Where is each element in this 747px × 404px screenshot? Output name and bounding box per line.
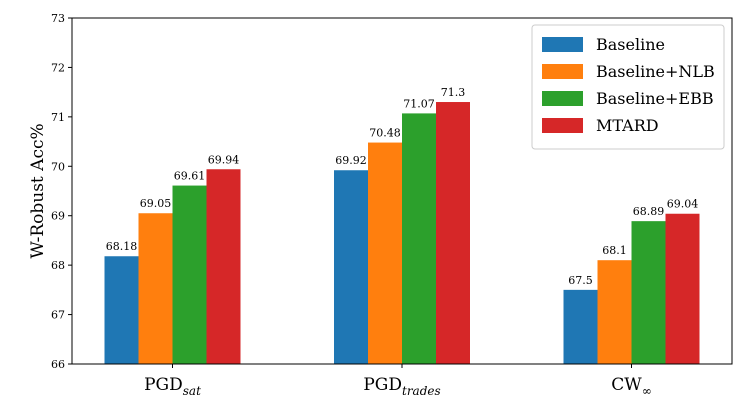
data-label: 68.89 [633,205,665,218]
y-tick-label: 72 [51,61,65,74]
y-tick-label: 66 [51,358,65,371]
bar-baseline-ebb [402,113,436,364]
x-tick-label: PGDtrades [363,375,440,398]
bar-mtard [665,213,700,364]
y-tick-label: 69 [51,210,65,223]
x-axis: PGDsat PGDtrades CW∞ [144,364,652,398]
data-label: 69.04 [667,198,699,211]
data-label: 71.3 [441,86,466,99]
data-label: 69.94 [208,153,240,166]
x-tick-subscript: trades [402,384,441,398]
data-label: 69.05 [140,197,172,210]
data-label: 69.92 [335,154,367,167]
legend-swatch [542,64,583,79]
y-axis: 66 67 68 69 70 71 72 73 [51,12,72,371]
legend-swatch [542,91,583,106]
data-label: 68.18 [106,240,138,253]
x-tick-label: CW∞ [611,375,651,398]
bar-mtard [206,169,241,364]
bar-baseline-ebb [172,185,207,364]
y-tick-label: 73 [51,12,65,25]
x-tick-base: PGD [144,375,183,395]
bar-baseline [104,256,139,364]
legend-swatch [542,118,583,133]
data-label: 71.07 [403,97,435,110]
data-label: 70.48 [369,127,401,140]
legend: Baseline Baseline+NLB Baseline+EBB MTARD [531,24,725,150]
bar-baseline-nlb [138,213,173,364]
y-tick-label: 67 [51,309,65,322]
data-label: 69.61 [174,170,206,183]
bar-baseline-nlb [597,260,632,364]
x-tick-subscript: sat [183,384,201,398]
legend-label: MTARD [596,116,659,135]
bar-baseline-ebb [631,221,666,364]
data-label: 68.1 [602,244,627,257]
legend-label: Baseline+NLB [596,62,715,81]
y-tick-label: 71 [51,111,65,124]
x-tick-base: CW [611,375,642,395]
y-axis-label: W-Robust Acc% [28,123,48,258]
x-tick-base: PGD [363,375,402,395]
legend-label: Baseline+EBB [596,89,714,108]
bar-baseline [563,289,598,364]
x-tick-label: PGDsat [144,375,201,398]
bar-baseline-nlb [368,142,402,364]
y-tick-label: 70 [51,160,65,173]
legend-label: Baseline [596,35,665,54]
y-tick-label: 68 [51,259,65,272]
bar-mtard [436,102,470,365]
bar-baseline [334,170,368,364]
legend-swatch [542,37,583,52]
data-label: 67.5 [568,274,593,287]
bars-layer [104,102,700,365]
x-tick-subscript: ∞ [642,384,652,398]
